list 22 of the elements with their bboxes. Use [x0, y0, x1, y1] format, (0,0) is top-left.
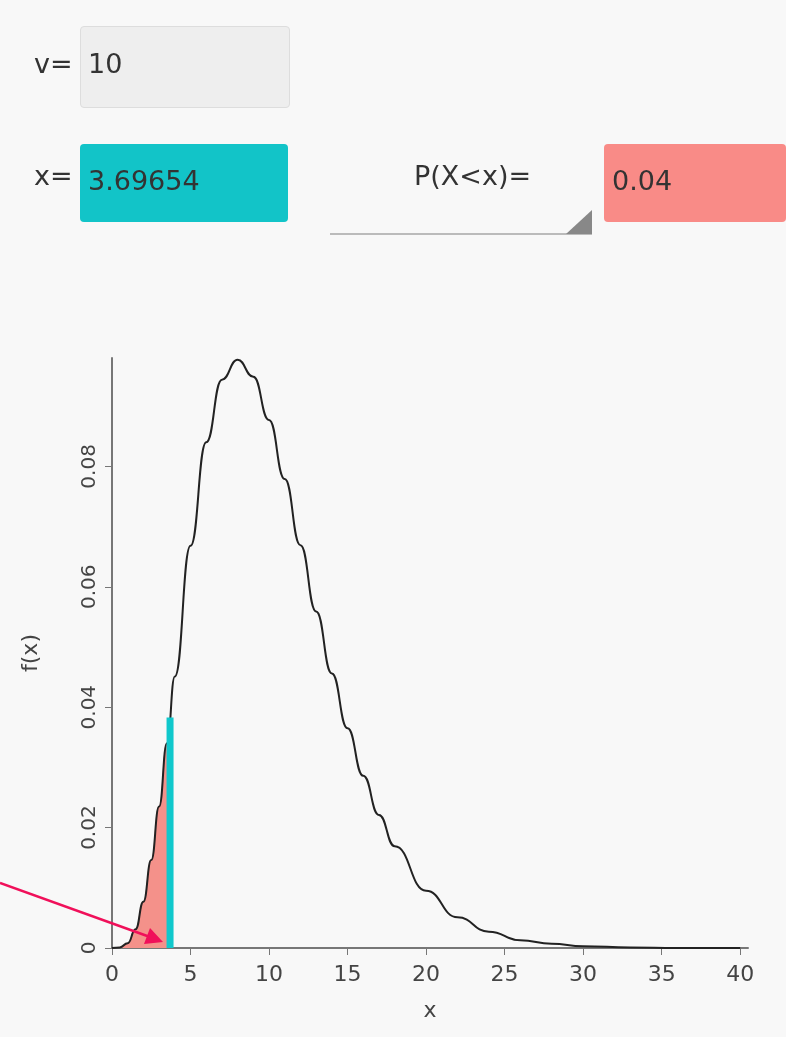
text: x= [34, 160, 73, 191]
text: P(X<x)= [414, 160, 532, 191]
y-tick-label: 0 [76, 941, 100, 955]
x-tick-label: 40 [726, 960, 755, 986]
x-tick-label: 5 [183, 960, 198, 986]
text: 3.69654 [88, 165, 200, 196]
y-tick-label: 0.08 [76, 444, 100, 489]
x-tick-label: 15 [333, 960, 362, 986]
y-axis-title: f(x) [16, 634, 42, 672]
y-tick-label: 0.02 [76, 805, 100, 850]
x-tick-label: 10 [255, 960, 284, 986]
y-tick-label: 0.04 [76, 684, 100, 730]
y-tick-label: 0.06 [76, 564, 100, 610]
x-tick-label: 35 [647, 960, 676, 986]
text: v= [34, 48, 73, 79]
text: 0.04 [612, 165, 673, 196]
x-tick-label: 30 [569, 960, 598, 986]
text: 10 [88, 48, 123, 79]
x-tick-label: 0 [105, 960, 119, 986]
x-tick-label: 25 [490, 960, 519, 986]
x-axis-title: x [423, 996, 437, 1022]
x-tick-label: 20 [412, 960, 441, 986]
